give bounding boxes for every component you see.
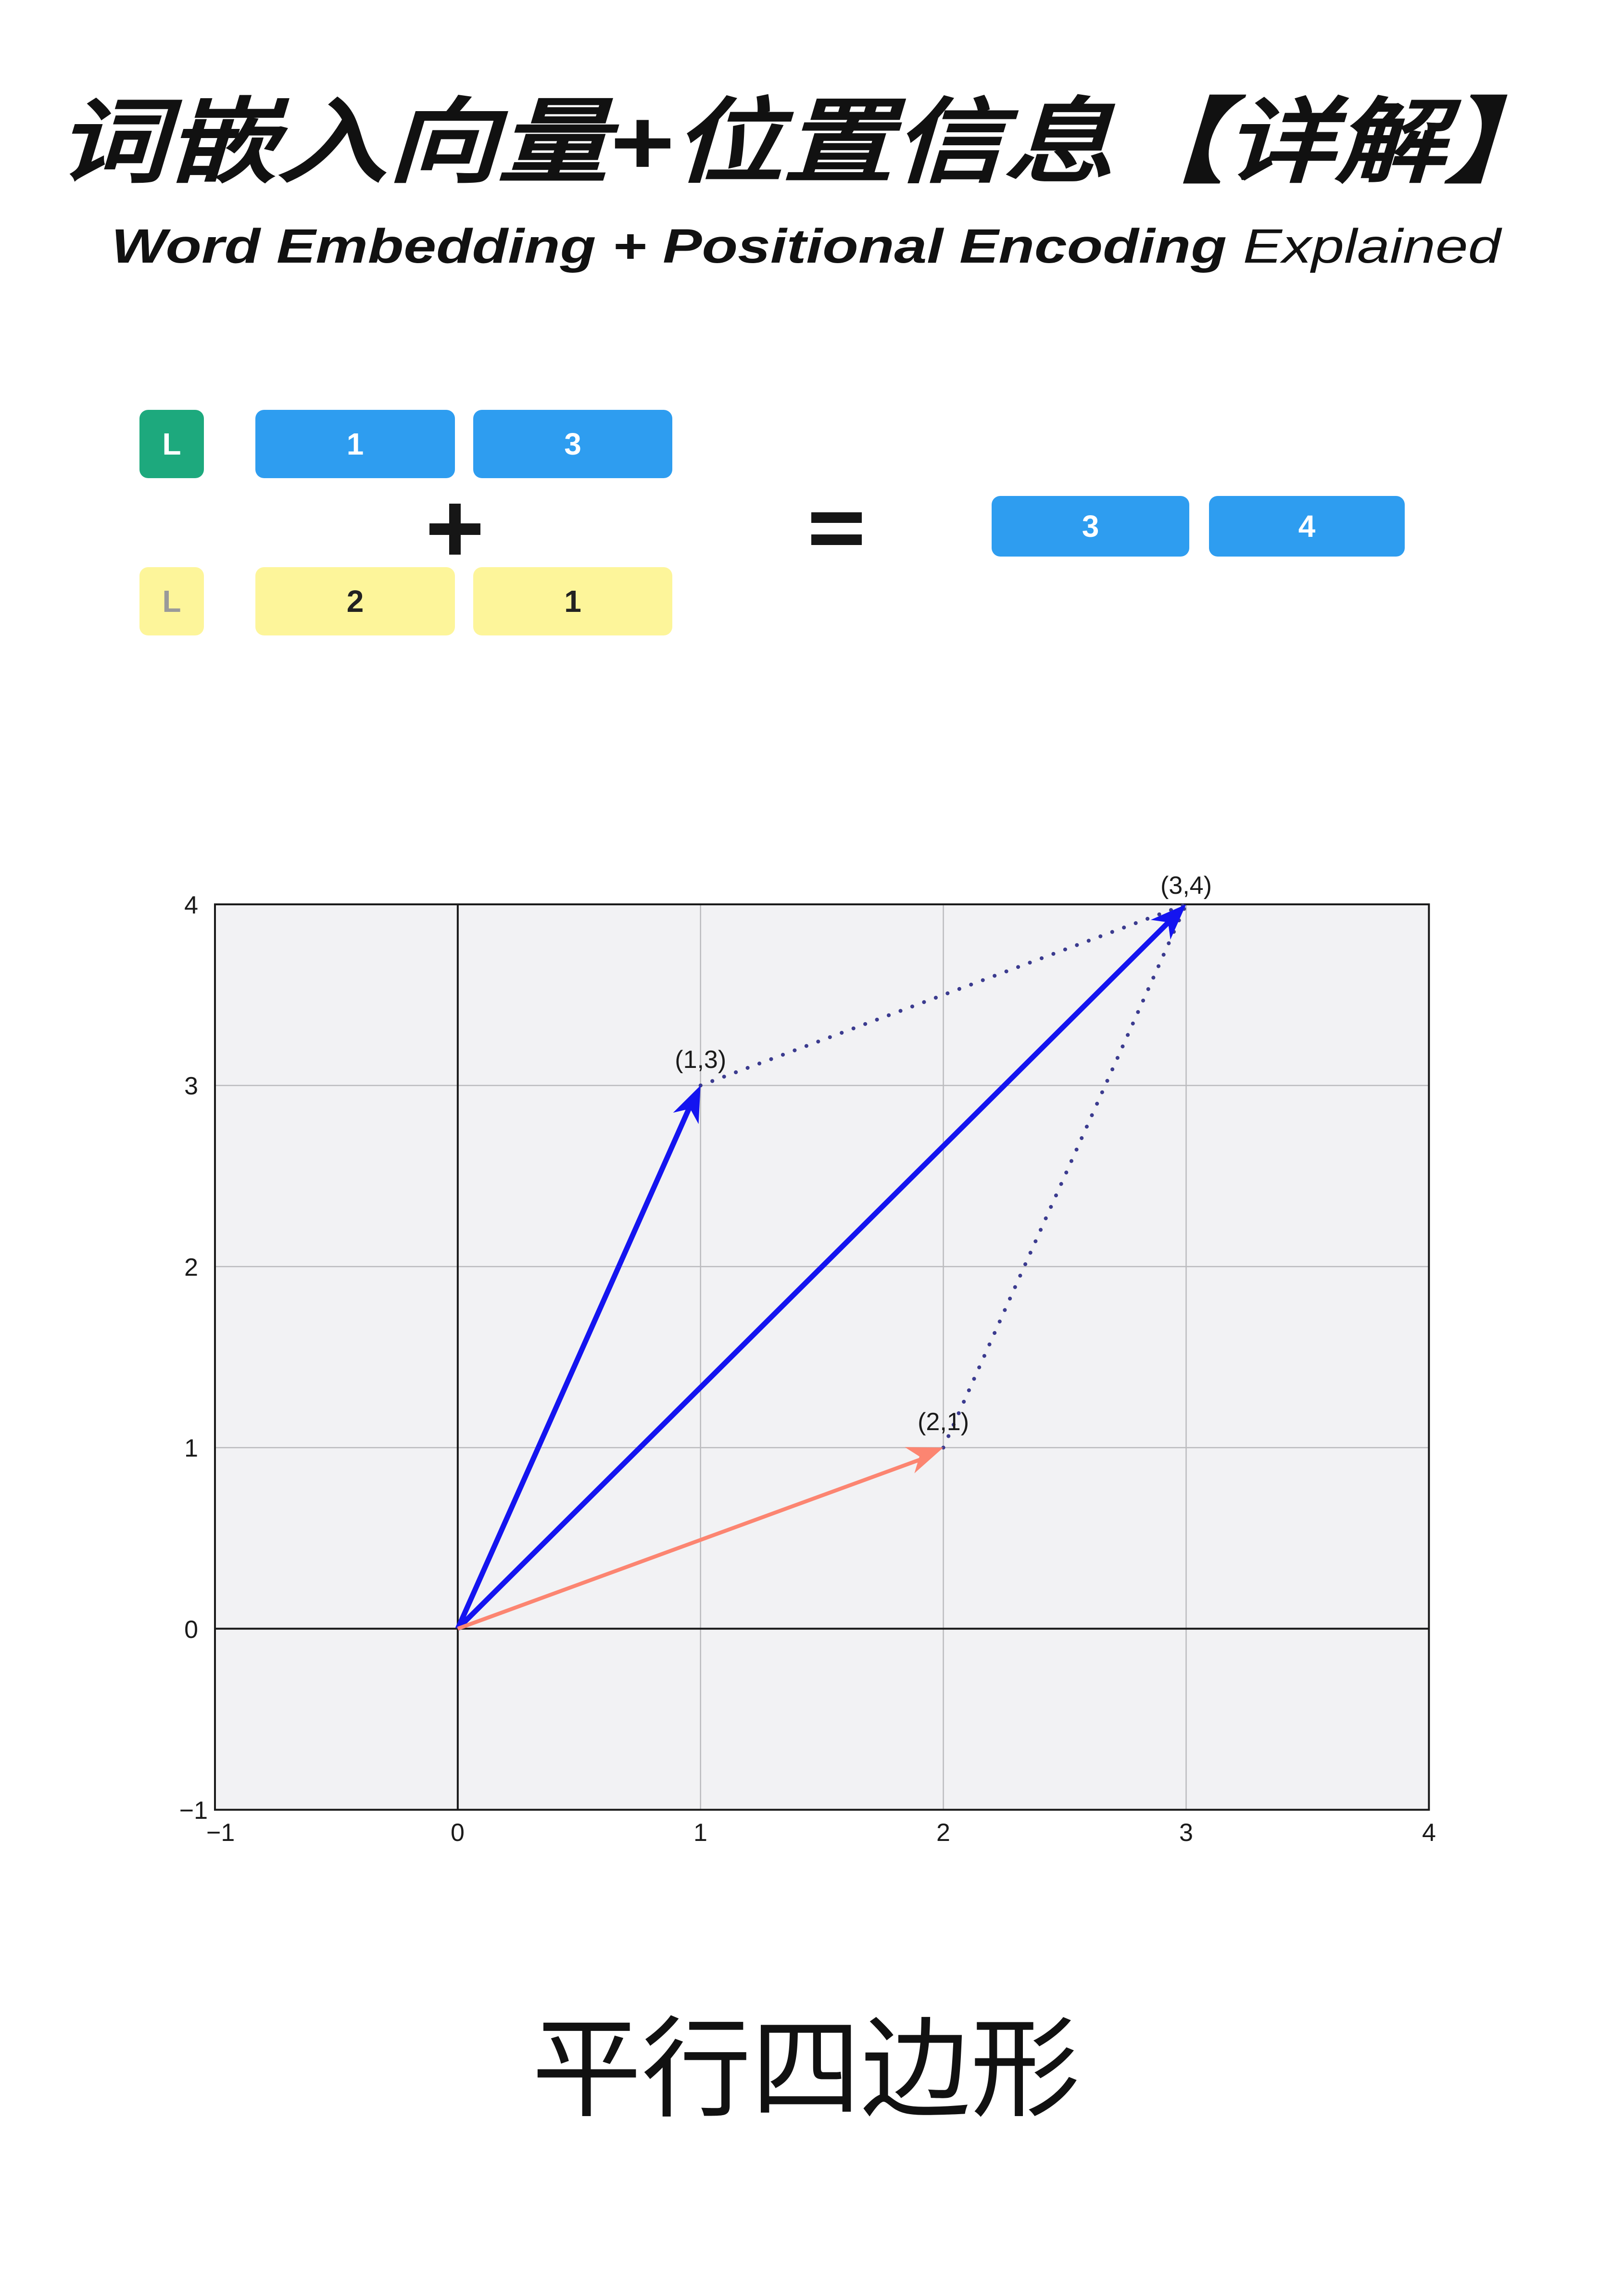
svg-text:(3,4): (3,4) [1160,872,1212,900]
svg-text:(1,3): (1,3) [675,1046,726,1074]
svg-text:(2,1): (2,1) [918,1408,969,1436]
